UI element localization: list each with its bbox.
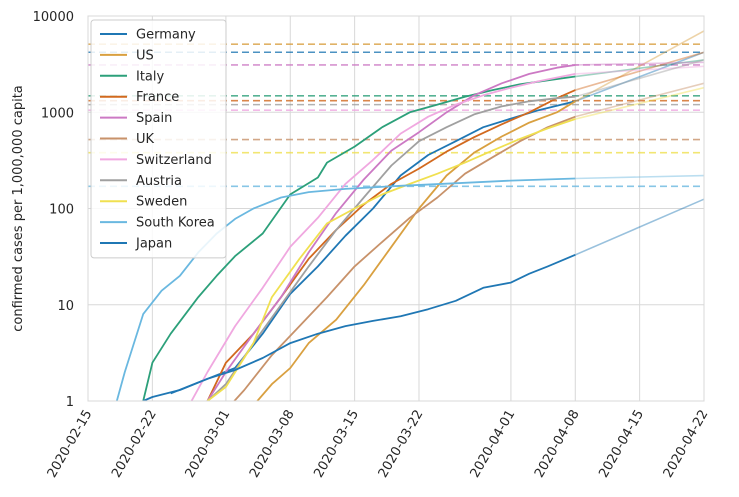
y-tick-label: 10000 xyxy=(33,10,74,25)
series-line-us xyxy=(256,100,576,401)
legend-label-spain: Spain xyxy=(136,111,172,126)
x-tick-label: 2020-04-15 xyxy=(596,408,647,481)
legend-label-uk: UK xyxy=(136,132,155,147)
legend-label-france: France xyxy=(136,90,179,105)
extrapolation-lines xyxy=(574,30,704,256)
extrapolation-line-italy xyxy=(575,59,704,78)
x-tick-label: 2020-04-01 xyxy=(468,408,519,481)
x-tick-label: 2020-03-22 xyxy=(376,408,427,481)
legend-label-japan: Japan xyxy=(135,237,172,252)
series-lines xyxy=(115,64,576,401)
y-axis-label: confirmed cases per 1,000,000 capita xyxy=(11,85,26,332)
x-tick-label: 2020-03-08 xyxy=(247,408,298,481)
x-tick-label: 2020-03-01 xyxy=(183,408,234,481)
extrapolation-line-uk xyxy=(575,82,704,118)
series-line-south-korea xyxy=(115,177,576,401)
extrapolation-line-spain xyxy=(575,61,704,66)
extrapolation-line-south-korea xyxy=(575,174,704,180)
extrapolation-line-france xyxy=(575,51,704,91)
x-tick-label: 2020-02-15 xyxy=(45,408,96,481)
y-tick-label: 10 xyxy=(57,299,74,314)
legend-label-germany: Germany xyxy=(136,28,196,43)
series-line-sweden xyxy=(206,118,576,401)
y-tick-label: 1000 xyxy=(41,106,74,121)
y-tick-label: 1 xyxy=(66,395,74,410)
x-tick-label: 2020-04-08 xyxy=(532,408,583,481)
x-tick-label: 2020-03-15 xyxy=(311,408,362,481)
extrapolation-line-sweden xyxy=(575,86,704,120)
series-line-switzerland xyxy=(190,73,576,401)
plot-frame xyxy=(87,15,705,402)
extrapolation-line-japan xyxy=(574,198,704,256)
legend-label-south-korea: South Korea xyxy=(136,216,215,231)
series-line-austria xyxy=(206,95,576,401)
legend-label-italy: Italy xyxy=(136,69,165,84)
legend-label-switzerland: Switzerland xyxy=(136,153,212,168)
extrapolation-line-austria xyxy=(575,59,704,98)
extrapolation-line-switzerland xyxy=(575,65,704,75)
x-tick-label: 2020-04-22 xyxy=(661,408,712,481)
legend-label-austria: Austria xyxy=(136,174,182,189)
legend-box xyxy=(90,19,227,259)
x-tick-label: 2020-02-22 xyxy=(109,408,160,481)
y-tick-label: 100 xyxy=(49,203,74,218)
series-line-japan xyxy=(142,253,576,401)
extrapolation-line-germany xyxy=(574,51,704,103)
extrapolation-line-us xyxy=(574,30,704,102)
legend-label-sweden: Sweden xyxy=(136,195,187,210)
series-line-italy xyxy=(142,75,576,401)
legend-label-us: US xyxy=(136,48,154,63)
legend: Germany US Italy France Spain UK Switzerland Au… xyxy=(90,19,227,259)
